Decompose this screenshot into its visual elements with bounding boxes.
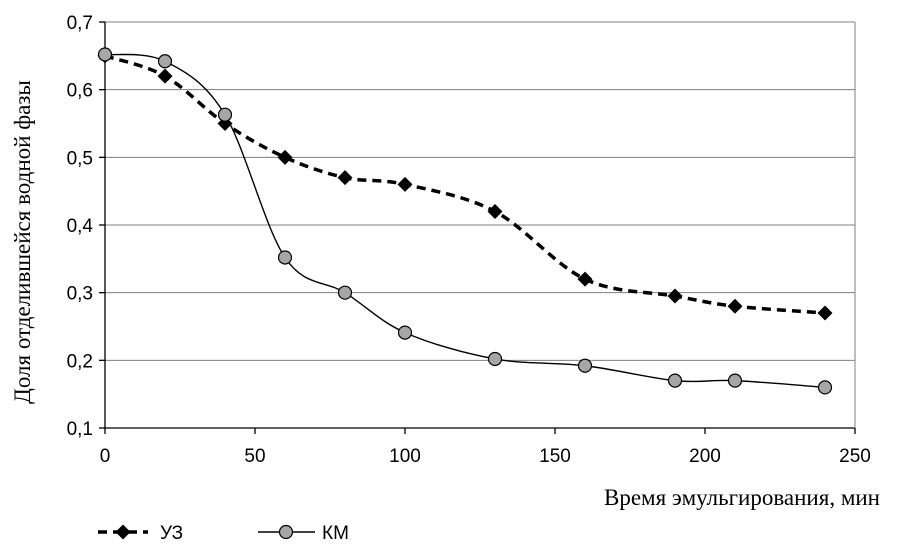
- data-point: [277, 250, 293, 265]
- data-point: [277, 149, 293, 165]
- x-tick-label: 0: [100, 446, 111, 467]
- y-axis-title: Доля отделившейся водной фазы: [10, 80, 35, 404]
- data-point: [157, 54, 173, 69]
- series-1: [97, 48, 833, 321]
- data-point: [337, 285, 353, 300]
- data-point: [397, 325, 413, 340]
- data-point: [397, 176, 413, 192]
- x-tick-label: 200: [689, 446, 721, 467]
- data-point: [817, 380, 833, 395]
- series-layer: [97, 47, 833, 395]
- series-line: [104, 53, 826, 389]
- y-tick-label: 0,4: [67, 216, 94, 237]
- data-point: [487, 351, 503, 367]
- y-tick-label: 0,6: [67, 81, 93, 102]
- data-point: [817, 305, 833, 321]
- x-tick-label: 250: [839, 446, 871, 467]
- legend-marker: [115, 524, 131, 540]
- data-point: [157, 68, 173, 84]
- gridlines: [105, 21, 855, 361]
- data-point: [337, 170, 353, 186]
- data-point: [487, 203, 503, 219]
- y-tick-label: 0,5: [67, 148, 93, 169]
- x-tick-label: 100: [389, 446, 421, 467]
- legend-item-1: УЗ: [98, 523, 183, 544]
- data-point: [217, 107, 233, 122]
- legend: УЗ КМ: [98, 523, 349, 544]
- data-point: [577, 358, 593, 373]
- data-point: [727, 298, 743, 314]
- legend-item-2: КМ: [258, 523, 349, 544]
- tick-labels: 0,1 0,2 0,3 0,4 0,5 0,6 0,7 0 50 100 150 200 250: [67, 13, 871, 467]
- data-point: [667, 288, 683, 304]
- x-axis-title: Время эмульгирования, мин: [604, 485, 880, 510]
- y-tick-label: 0,7: [67, 13, 93, 34]
- legend-label: КМ: [322, 523, 349, 544]
- data-point: [577, 271, 593, 287]
- y-tick-label: 0,1: [67, 419, 93, 440]
- y-tick-label: 0,2: [67, 351, 93, 372]
- legend-label: УЗ: [160, 523, 183, 544]
- data-point: [727, 373, 743, 388]
- x-tick-label: 150: [539, 446, 571, 467]
- legend-marker: [278, 524, 294, 540]
- series-2: [97, 47, 833, 395]
- data-point: [667, 373, 683, 388]
- y-tick-label: 0,3: [67, 284, 93, 305]
- x-tick-label: 50: [244, 446, 265, 467]
- series-line: [104, 54, 826, 315]
- data-point: [97, 47, 113, 62]
